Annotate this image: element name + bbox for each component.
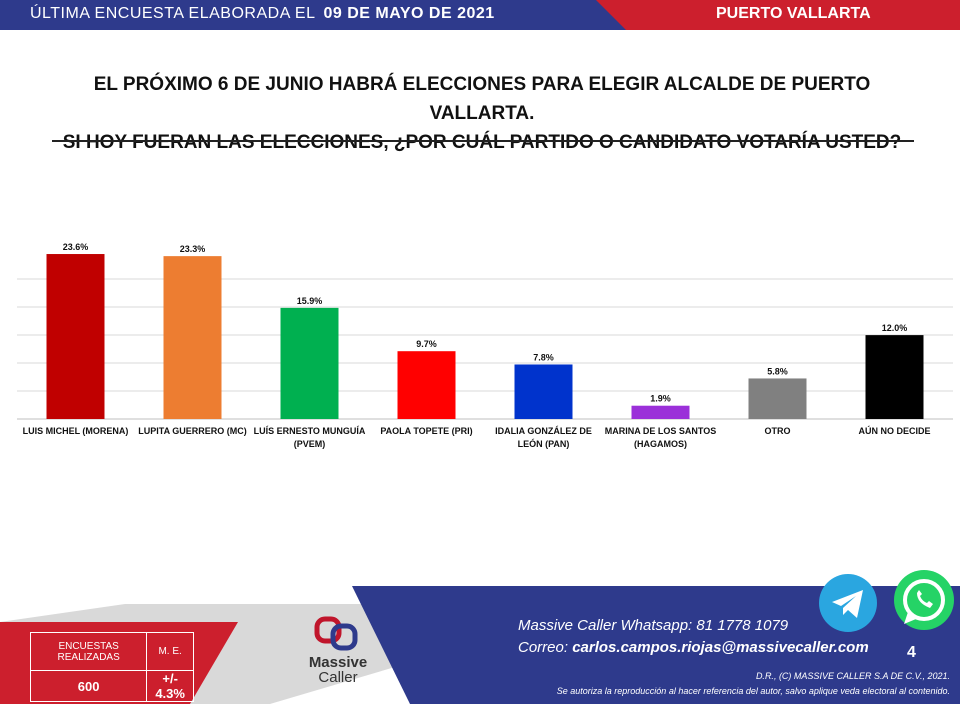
bar-value-label: 5.8%	[767, 366, 788, 376]
bar	[280, 307, 339, 419]
bar	[748, 378, 807, 419]
telegram-icon[interactable]	[818, 573, 878, 633]
logo-text-massive: Massive	[308, 654, 368, 671]
bar-chart: 23.6% LUIS MICHEL (MORENA) 23.3% LUPITA GUE…	[17, 242, 953, 449]
bar	[514, 364, 573, 419]
bar	[631, 405, 690, 419]
bar	[163, 256, 222, 419]
page-number: 4	[907, 644, 916, 661]
email-label: Correo:	[518, 639, 569, 656]
surveys-header: ENCUESTAS REALIZADAS	[29, 632, 148, 671]
copyright-block: D.R., (C) MASSIVE CALLER S.A DE C.V., 20…	[420, 669, 950, 699]
category-label: LUÍS ERNESTO MUNGUÍA (PVEM)	[254, 426, 366, 449]
massive-caller-logo: Massive Caller	[298, 616, 378, 686]
header-red-band	[596, 0, 960, 30]
bar-value-label: 23.3%	[180, 244, 206, 254]
logo-text-caller: Caller	[318, 669, 358, 686]
logo-mark	[314, 616, 358, 651]
bar-value-label: 1.9%	[650, 394, 671, 404]
city-label: PUERTO VALLARTA	[716, 5, 871, 22]
bar	[397, 351, 456, 419]
email-line: Correo: carlos.campos.riojas@massivecall…	[518, 637, 869, 659]
whatsapp-icon[interactable]	[888, 566, 960, 638]
category-label: PAOLA TOPETE (PRI)	[380, 426, 472, 436]
question-line-2: SI HOY FUERAN LAS ELECCIONES, ¿POR CUÁL …	[62, 132, 902, 153]
bar-value-label: 15.9%	[297, 296, 323, 306]
title-divider	[52, 140, 914, 142]
email-address: carlos.campos.riojas@massivecaller.com	[572, 639, 869, 656]
surveys-value: 600	[29, 670, 148, 702]
disclaimer-text: Se autoriza la reproducción al hacer ref…	[556, 686, 950, 696]
bar-value-label: 12.0%	[882, 323, 908, 333]
survey-date: ÚLTIMA ENCUESTA ELABORADA EL 09 DE MAYO D…	[30, 5, 495, 23]
bar-value-label: 23.6%	[63, 242, 89, 252]
category-label: LUIS MICHEL (MORENA)	[23, 426, 129, 436]
category-label: IDALIA GONZÁLEZ DE LEÓN (PAN)	[495, 426, 592, 449]
survey-date-prefix: ÚLTIMA ENCUESTA ELABORADA EL	[30, 5, 316, 22]
survey-date-value: 09 DE MAYO DE 2021	[323, 5, 495, 22]
contact-info: Massive Caller Whatsapp: 81 1778 1079 Co…	[518, 615, 869, 659]
margin-header: M. E.	[146, 632, 194, 671]
whatsapp-line: Massive Caller Whatsapp: 81 1778 1079	[518, 617, 789, 634]
bar-value-label: 7.8%	[533, 352, 554, 362]
bar	[46, 254, 105, 419]
header-bar: ÚLTIMA ENCUESTA ELABORADA EL 09 DE MAYO D…	[0, 0, 960, 30]
category-label: AÚN NO DECIDE	[858, 425, 930, 436]
margin-value: +/- 4.3%	[146, 670, 194, 702]
bar	[865, 335, 924, 419]
category-label: OTRO	[765, 426, 791, 436]
category-label: LUPITA GUERRERO (MC)	[138, 426, 247, 436]
question-line-1: EL PRÓXIMO 6 DE JUNIO HABRÁ ELECCIONES P…	[93, 74, 871, 124]
category-label: MARINA DE LOS SANTOS (HAGAMOS)	[605, 426, 717, 449]
survey-question: EL PRÓXIMO 6 DE JUNIO HABRÁ ELECCIONES P…	[40, 70, 924, 157]
margin-of-error-table: ENCUESTAS REALIZADAS M. E. 600 +/- 4.3%	[29, 632, 194, 702]
bar-value-label: 9.7%	[416, 339, 437, 349]
copyright-text: D.R., (C) MASSIVE CALLER S.A DE C.V., 20…	[755, 671, 950, 681]
